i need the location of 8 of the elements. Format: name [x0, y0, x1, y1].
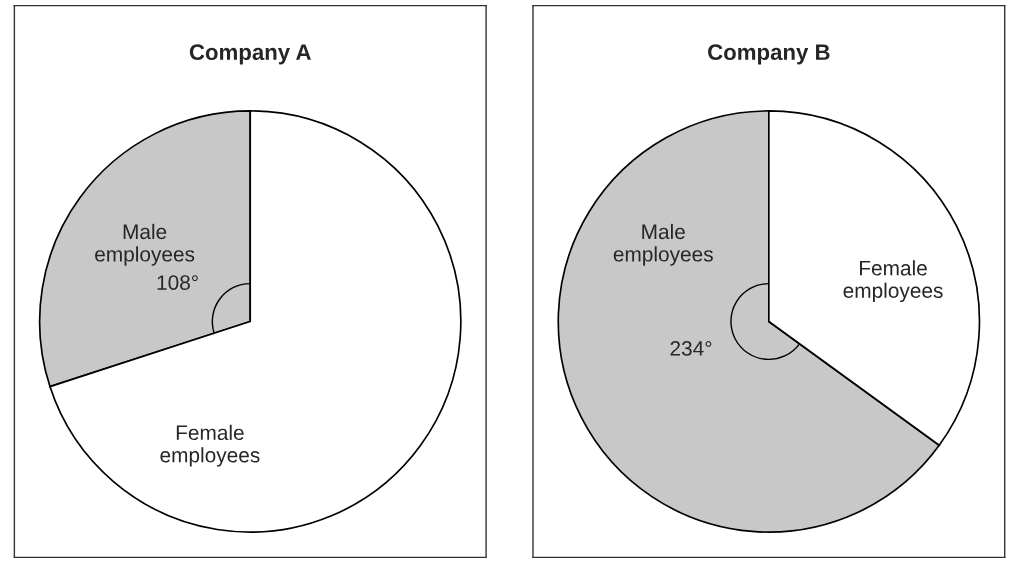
- slice-label: Female employees: [160, 424, 260, 467]
- chart-title: Company B: [708, 44, 830, 65]
- data-label: 108°: [157, 275, 198, 290]
- chart-title: Company A: [189, 44, 311, 65]
- slice-label: Male employees: [613, 223, 713, 266]
- slice-label: Male employees: [95, 223, 195, 266]
- data-label: 234°: [670, 341, 712, 356]
- slice-label: Female employees: [843, 260, 943, 303]
